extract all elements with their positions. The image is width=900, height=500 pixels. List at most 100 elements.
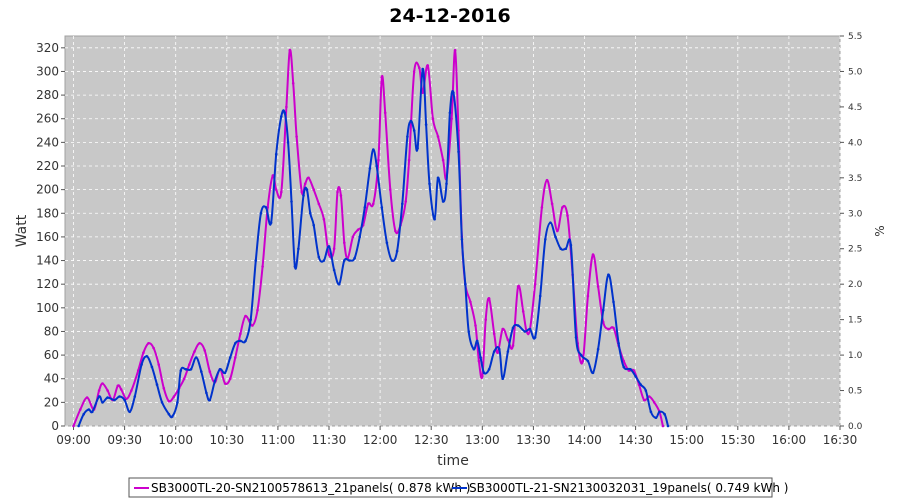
- y-tick-label: 40: [44, 372, 59, 386]
- data-point-series-1: [300, 190, 304, 194]
- data-point-series-2: [286, 141, 290, 144]
- data-point-series-2: [160, 401, 164, 404]
- data-point-series-2: [133, 395, 137, 398]
- data-point-series-2: [607, 273, 610, 277]
- data-point-series-1: [421, 91, 425, 94]
- data-point-series-1: [407, 158, 411, 162]
- data-point-series-2: [249, 318, 252, 321]
- data-point-series-2: [194, 356, 198, 359]
- data-point-series-1: [234, 356, 237, 359]
- data-point-series-2: [239, 339, 242, 343]
- data-point-series-1: [372, 202, 375, 206]
- data-point-series-1: [492, 332, 496, 336]
- data-point-series-1: [162, 386, 166, 390]
- y-tick-label: 180: [36, 206, 59, 220]
- data-point-series-2: [654, 416, 658, 420]
- data-point-series-2: [412, 129, 416, 132]
- data-point-series-2: [184, 368, 188, 371]
- data-point-series-2: [205, 391, 208, 395]
- x-tick-label: 11:00: [261, 433, 296, 447]
- x-tick-label: 12:00: [363, 433, 398, 447]
- data-point-series-1: [203, 349, 206, 352]
- data-point-series-1: [484, 318, 488, 321]
- data-point-series-2: [155, 383, 159, 386]
- y-tick-label: 100: [36, 301, 59, 315]
- data-point-series-1: [487, 297, 491, 300]
- data-point-series-1: [661, 424, 665, 428]
- data-point-series-2: [91, 410, 94, 414]
- y2-tick-label: 4.5: [848, 103, 862, 113]
- data-point-series-2: [176, 401, 179, 404]
- data-point-series-2: [528, 327, 532, 331]
- data-point-series-2: [363, 206, 367, 209]
- y-tick-label: 200: [36, 183, 59, 197]
- data-point-series-2: [639, 383, 642, 386]
- data-point-series-1: [198, 342, 201, 345]
- data-point-series-2: [464, 282, 467, 286]
- x-tick-label: 14:00: [567, 433, 602, 447]
- data-point-series-1: [389, 188, 392, 191]
- y-axis-title: Watt: [14, 214, 30, 247]
- data-point-series-1: [261, 265, 264, 268]
- data-point-series-2: [441, 200, 445, 203]
- data-point-series-1: [251, 324, 254, 327]
- data-point-series-2: [658, 410, 661, 414]
- data-point-series-2: [498, 347, 501, 351]
- data-point-series-1: [506, 338, 510, 342]
- data-point-series-2: [601, 308, 605, 312]
- data-point-series-1: [79, 408, 82, 411]
- data-point-series-2: [171, 415, 174, 418]
- data-point-series-2: [559, 247, 562, 250]
- data-point-series-1: [223, 382, 227, 385]
- data-point-series-1: [591, 253, 595, 256]
- data-point-series-2: [457, 150, 460, 154]
- data-point-series-2: [322, 259, 326, 262]
- y2-tick-label: 1.0: [848, 351, 863, 361]
- data-point-series-2: [368, 167, 372, 170]
- data-point-series-2: [150, 365, 154, 369]
- data-point-series-1: [332, 247, 336, 250]
- data-point-series-1: [607, 327, 610, 331]
- x-axis: 09:00 09:30 10:00 10:30 11:00 11:30 12:00 12:30…: [56, 426, 857, 447]
- y-tick-label: 280: [36, 88, 59, 102]
- data-point-series-2: [475, 339, 479, 343]
- data-point-series-2: [622, 365, 625, 369]
- data-point-series-1: [453, 48, 457, 52]
- data-point-series-1: [244, 314, 247, 318]
- data-point-series-2: [179, 369, 183, 372]
- x-tick-label: 15:30: [721, 433, 756, 447]
- data-point-series-2: [189, 368, 193, 371]
- data-point-series-1: [97, 389, 101, 392]
- y-tick-label: 60: [44, 348, 59, 362]
- data-point-series-2: [501, 377, 505, 381]
- data-point-series-1: [271, 174, 275, 177]
- y2-tick-label: 2.0: [848, 280, 863, 290]
- data-point-series-1: [208, 370, 212, 373]
- data-point-series-2: [472, 347, 476, 351]
- x-tick-label: 14:30: [618, 433, 653, 447]
- y-tick-label: 20: [44, 395, 59, 409]
- x-axis-title: time: [437, 453, 469, 469]
- y-tick-label: 260: [36, 112, 59, 126]
- data-point-series-1: [317, 202, 321, 206]
- x-tick-label: 10:30: [210, 433, 245, 447]
- data-point-series-2: [167, 412, 171, 416]
- y2-axis: 0.0 0.5 1.0 1.5 2.0 2.5 3.0 3.5 4.0 4.5 5.0 5.5: [840, 32, 863, 432]
- data-point-series-2: [228, 356, 232, 359]
- data-point-series-2: [385, 241, 389, 245]
- data-point-series-2: [492, 350, 496, 353]
- data-point-series-2: [617, 342, 620, 345]
- data-point-series-2: [554, 235, 557, 239]
- data-point-series-2: [596, 347, 600, 351]
- data-point-series-2: [482, 371, 486, 375]
- data-point-series-2: [644, 389, 648, 392]
- data-point-series-1: [119, 388, 123, 391]
- data-point-series-1: [516, 285, 520, 288]
- data-point-series-2: [428, 182, 431, 185]
- data-point-series-1: [431, 117, 435, 120]
- data-point-series-2: [223, 371, 227, 375]
- data-point-series-1: [653, 401, 656, 404]
- data-point-series-1: [377, 158, 380, 162]
- data-point-series-1: [426, 64, 430, 67]
- data-point-series-1: [380, 76, 384, 79]
